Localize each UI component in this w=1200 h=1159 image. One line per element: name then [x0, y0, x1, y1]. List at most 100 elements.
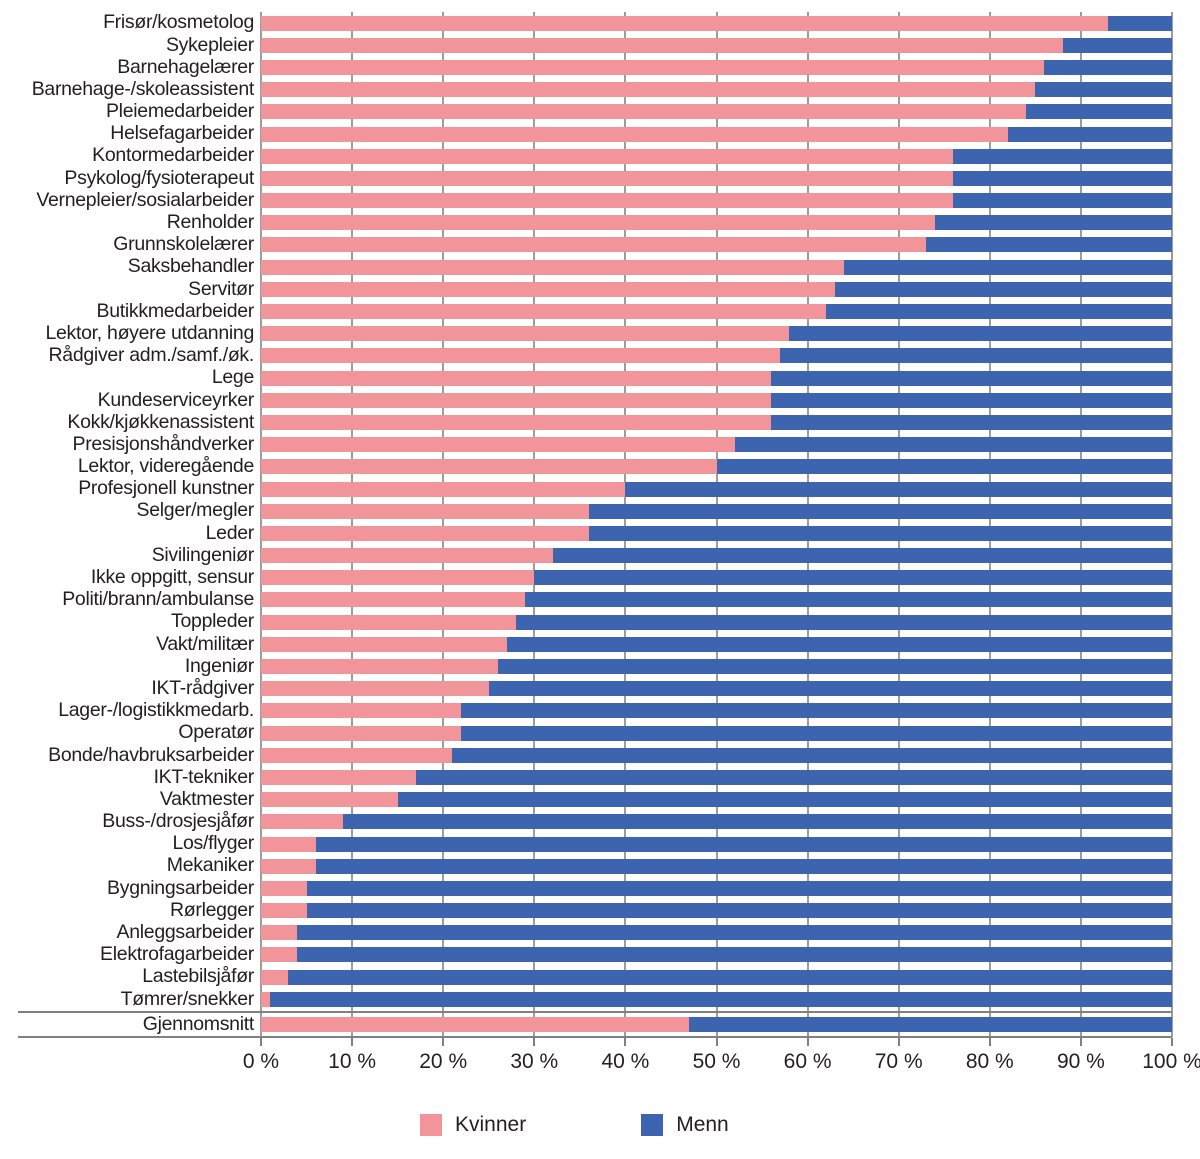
bar-segment-kvinner: [261, 370, 772, 386]
category-label: Elektrofagarbeider: [100, 943, 254, 966]
category-label: Los/flyger: [172, 832, 254, 855]
bar-segment-kvinner: [261, 903, 307, 919]
bar-row: Servitør: [0, 278, 1172, 300]
category-label: Toppleder: [171, 610, 254, 633]
bar-segment-kvinner: [261, 570, 535, 586]
bar-track: [261, 592, 1172, 608]
bar-track: [261, 903, 1172, 919]
gridline: [351, 12, 354, 1037]
gridline: [624, 12, 627, 1037]
bar-row: Psykolog/fysioterapeut: [0, 167, 1172, 189]
bar-segment-menn: [461, 725, 1172, 741]
bar-segment-menn: [625, 481, 1172, 497]
average-bar-row: Gjennomsnitt: [0, 1013, 1172, 1036]
bar-segment-kvinner: [261, 170, 954, 186]
bar-row: Ingeniør: [0, 655, 1172, 677]
bar-segment-kvinner: [261, 304, 826, 320]
bar-track: [261, 548, 1172, 564]
legend-label-menn: Menn: [676, 1113, 729, 1136]
bar-track: [261, 681, 1172, 697]
axis-tick-label: 0 %: [242, 1050, 280, 1073]
bar-track: [261, 747, 1172, 763]
bar-segment-kvinner: [261, 947, 298, 963]
axis-tick-label: 70 %: [874, 1050, 923, 1073]
axis-tick: [442, 1038, 445, 1046]
category-label: Bonde/havbruksarbeider: [48, 743, 254, 766]
bar-row: Vaktmester: [0, 789, 1172, 811]
bar-track: [261, 237, 1172, 253]
category-label: Politi/brann/ambulanse: [62, 588, 254, 611]
bar-segment-kvinner: [261, 459, 717, 475]
x-axis: 0 % 10 % 20 % 30 % 40 % 50 % 60 % 70 % 80 % 90 % 1…: [243, 1037, 1200, 1097]
category-label: Rådgiver adm./samf./øk.: [48, 344, 255, 367]
gridlines-layer: [260, 12, 1173, 1037]
bar-segment-menn: [844, 259, 1172, 275]
bar-segment-menn: [935, 215, 1172, 231]
axis-tick-label: 80 %: [965, 1050, 1014, 1073]
bar-segment-kvinner: [261, 858, 316, 874]
bar-row: Sykepleier: [0, 34, 1172, 56]
axis-tick: [1079, 1038, 1082, 1046]
legend-item-kvinner: Kvinner: [420, 1113, 526, 1137]
bar-segment-menn: [497, 659, 1172, 675]
average-separator-top: [18, 1011, 1172, 1013]
gridline: [260, 12, 262, 1037]
bar-track: [261, 348, 1172, 364]
bar-row: Pleiemedarbeider: [0, 101, 1172, 123]
bar-row: Operatør: [0, 722, 1172, 744]
bar-segment-menn: [342, 814, 1172, 830]
axis-tick: [715, 1038, 718, 1046]
bar-segment-menn: [415, 769, 1172, 785]
axis-tick-label: 60 %: [783, 1050, 832, 1073]
bar-row: Lager-/logistikkmedarb.: [0, 700, 1172, 722]
bar-row: Buss-/drosjesjåfør: [0, 811, 1172, 833]
bar-track: [261, 769, 1172, 785]
category-label: Grunnskolelærer: [113, 233, 254, 256]
bar-track: [261, 104, 1172, 120]
bar-rows: Frisør/kosmetolog Sykepleier Barnehagelære…: [0, 12, 1172, 1010]
bar-track: [261, 614, 1172, 630]
bar-segment-menn: [552, 548, 1172, 564]
category-label: Bygningsarbeider: [107, 876, 254, 899]
category-label: Rørlegger: [170, 898, 254, 921]
bar-track: [261, 215, 1172, 231]
bar-segment-kvinner: [261, 969, 289, 985]
axis-tick: [897, 1038, 900, 1046]
axis-tick-label: 100 %: [1142, 1050, 1200, 1073]
bar-segment-kvinner: [261, 126, 1009, 142]
bar-track: [261, 148, 1172, 164]
bar-segment-menn: [953, 148, 1172, 164]
category-label: Renholder: [166, 211, 255, 234]
category-label: Pleiemedarbeider: [105, 100, 254, 123]
axis-tick: [624, 1038, 627, 1046]
bar-segment-kvinner: [261, 925, 298, 941]
bar-segment-kvinner: [261, 880, 307, 896]
bar-track: [261, 37, 1172, 53]
bar-track: [261, 281, 1172, 297]
bar-row: Lege: [0, 367, 1172, 389]
bar-track: [261, 792, 1172, 808]
bar-segment-kvinner: [261, 592, 526, 608]
bar-segment-menn: [588, 503, 1172, 519]
category-label: Vernepleier/sosialarbeider: [36, 188, 254, 211]
axis-tick: [806, 1038, 809, 1046]
bar-row: Barnehagelærer: [0, 56, 1172, 78]
category-label: Barnehage-/skoleassistent: [31, 77, 255, 100]
bar-segment-menn: [306, 903, 1172, 919]
bar-row: Renholder: [0, 212, 1172, 234]
category-label: Selger/megler: [136, 499, 255, 522]
bar-segment-menn: [488, 681, 1172, 697]
bar-segment-menn: [297, 925, 1172, 941]
bar-row: Mekaniker: [0, 855, 1172, 877]
bar-segment-kvinner: [261, 636, 507, 652]
category-label: Lastebilsjåfør: [142, 965, 254, 988]
bar-track: [261, 947, 1172, 963]
bar-row: Sivilingeniør: [0, 545, 1172, 567]
bar-track: [261, 880, 1172, 896]
bar-segment-menn: [397, 792, 1172, 808]
bar-track: [261, 659, 1172, 675]
category-label: Sykepleier: [165, 33, 254, 56]
bar-track: [261, 925, 1172, 941]
category-label: Ikke oppgitt, sensur: [90, 566, 254, 589]
